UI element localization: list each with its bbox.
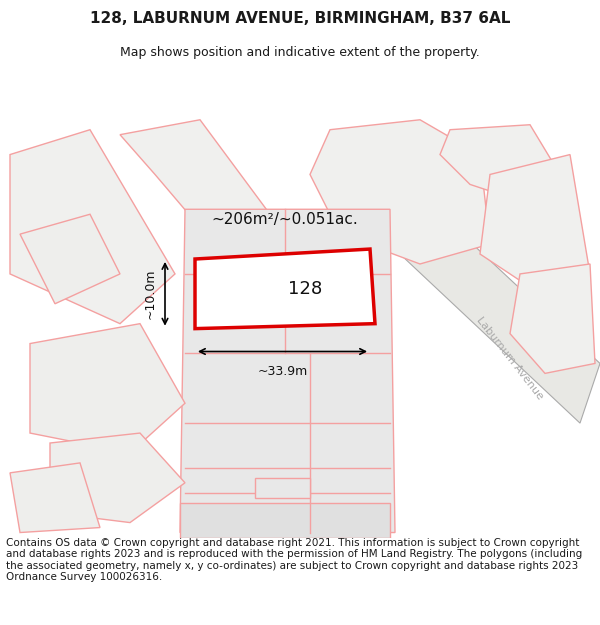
Polygon shape <box>510 264 595 373</box>
Polygon shape <box>10 463 100 532</box>
Polygon shape <box>255 478 310 498</box>
Polygon shape <box>10 130 175 324</box>
Polygon shape <box>180 503 390 538</box>
Polygon shape <box>120 120 270 239</box>
Text: ~10.0m: ~10.0m <box>144 269 157 319</box>
Text: Map shows position and indicative extent of the property.: Map shows position and indicative extent… <box>120 46 480 59</box>
Text: ~33.9m: ~33.9m <box>257 366 308 378</box>
Text: Contains OS data © Crown copyright and database right 2021. This information is : Contains OS data © Crown copyright and d… <box>6 538 582 582</box>
Polygon shape <box>480 154 590 294</box>
Text: ~206m²/~0.051ac.: ~206m²/~0.051ac. <box>212 212 358 227</box>
Polygon shape <box>20 214 120 304</box>
Polygon shape <box>50 433 185 522</box>
Polygon shape <box>400 204 600 423</box>
Polygon shape <box>195 249 375 329</box>
Polygon shape <box>310 120 490 264</box>
Text: 128: 128 <box>288 280 322 298</box>
Polygon shape <box>30 324 185 453</box>
Text: 128, LABURNUM AVENUE, BIRMINGHAM, B37 6AL: 128, LABURNUM AVENUE, BIRMINGHAM, B37 6A… <box>90 11 510 26</box>
Polygon shape <box>440 125 560 204</box>
Text: Laburnum Avenue: Laburnum Avenue <box>475 315 545 402</box>
Polygon shape <box>180 209 395 532</box>
